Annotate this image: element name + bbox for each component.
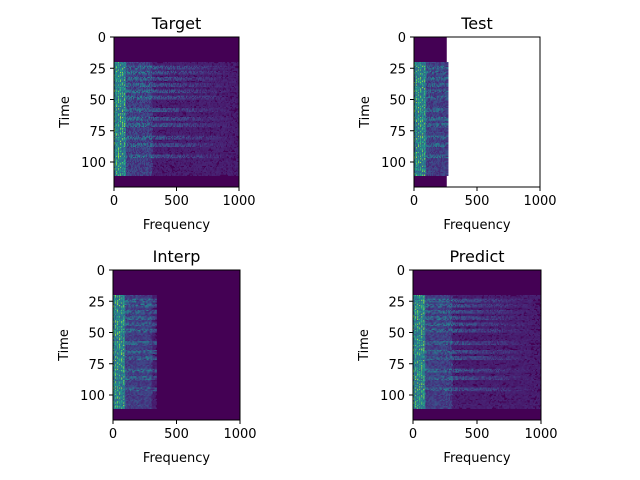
- x-tick-label: 0: [409, 427, 417, 442]
- x-axis-label: Frequency: [143, 451, 210, 466]
- y-tick-label: 0: [97, 264, 105, 279]
- x-axis-label: Frequency: [443, 218, 510, 233]
- x-axis-label: Frequency: [143, 218, 210, 233]
- x-tick-label: 0: [109, 427, 117, 442]
- y-tick-label: 50: [88, 327, 105, 342]
- y-tick-label: 0: [397, 264, 405, 279]
- x-tick-label: 0: [110, 194, 118, 209]
- y-tick-label: 50: [389, 94, 406, 109]
- spectrogram-panel-4: Predict 0 500 1000 0 25 50 75 100 Frequency Time: [357, 247, 558, 466]
- x-tick-label: 500: [164, 194, 189, 209]
- spectrogram-panel-2: Test 0 500 1000 0 25 50 75 100 Frequency Time: [358, 14, 557, 233]
- x-tick-label: 1000: [222, 194, 255, 209]
- x-tick-label: 0: [410, 194, 418, 209]
- y-tick-label: 25: [88, 295, 105, 310]
- y-tick-label: 0: [398, 31, 406, 46]
- x-tick-label: 1000: [524, 427, 557, 442]
- y-tick-label: 75: [388, 358, 405, 373]
- y-axis-label: Time: [58, 96, 73, 129]
- heatmap-image: [114, 37, 239, 187]
- x-tick-label: 500: [465, 194, 490, 209]
- y-tick-label: 25: [388, 295, 405, 310]
- y-tick-label: 100: [380, 389, 405, 404]
- y-axis-label: Time: [57, 329, 72, 362]
- spectrogram-panel-1: Target 0 500 1000 0 25 50 75 100 Frequency Time: [58, 14, 256, 233]
- x-tick-label: 1000: [523, 194, 556, 209]
- y-tick-label: 100: [80, 389, 105, 404]
- heatmap-image: [413, 270, 541, 420]
- x-tick-label: 500: [465, 427, 490, 442]
- y-tick-label: 75: [88, 358, 105, 373]
- y-tick-label: 0: [98, 31, 106, 46]
- y-tick-label: 50: [388, 327, 405, 342]
- y-tick-label: 25: [389, 62, 406, 77]
- y-axis-label: Time: [357, 329, 372, 362]
- spectrogram-panel-3: Interp 0 500 1000 0 25 50 75 100 Frequency Time: [57, 247, 257, 466]
- x-tick-label: 500: [164, 427, 189, 442]
- chart-title: Predict: [449, 247, 504, 266]
- y-tick-label: 75: [89, 125, 106, 140]
- chart-title: Interp: [153, 247, 201, 266]
- chart-title: Target: [151, 14, 202, 33]
- y-tick-label: 100: [381, 156, 406, 171]
- y-tick-label: 50: [89, 94, 106, 109]
- y-axis-label: Time: [358, 96, 373, 129]
- heatmap-image: [414, 37, 449, 187]
- y-tick-label: 100: [81, 156, 106, 171]
- chart-title: Test: [460, 14, 493, 33]
- y-tick-label: 25: [89, 62, 106, 77]
- y-tick-label: 75: [389, 125, 406, 140]
- x-tick-label: 1000: [223, 427, 256, 442]
- x-axis-label: Frequency: [443, 451, 510, 466]
- heatmap-image: [113, 270, 240, 420]
